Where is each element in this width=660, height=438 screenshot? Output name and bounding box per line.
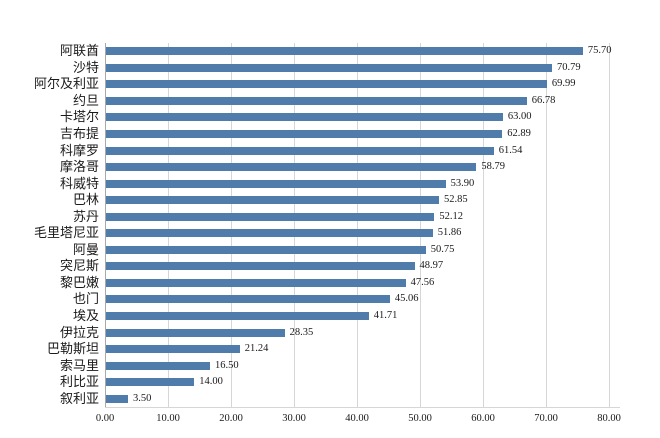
bar-value-label: 41.71 — [373, 310, 398, 321]
category-label: 利比亚 — [59, 374, 99, 390]
category-label: 科摩罗 — [59, 142, 99, 158]
bar-value-label: 50.75 — [430, 243, 455, 255]
bar-value-label: 66.78 — [531, 94, 556, 106]
bar — [106, 262, 415, 271]
gridline — [294, 43, 295, 407]
bar-value-label: 14.00 — [199, 376, 223, 388]
category-label: 科威特 — [59, 175, 99, 191]
x-tick-label: 70.00 — [534, 413, 558, 424]
category-label: 埃及 — [72, 308, 99, 323]
gridline — [483, 43, 484, 407]
bar — [106, 345, 240, 354]
bar-value-label: 75.70 — [587, 45, 612, 57]
bar-value-label: 52.12 — [439, 210, 463, 222]
bar — [106, 394, 129, 403]
category-label: 卡塔尔 — [59, 109, 99, 125]
x-tick-label: 20.00 — [219, 413, 243, 424]
gridline — [420, 43, 421, 407]
x-tick-label: 50.00 — [408, 413, 432, 424]
bar — [106, 47, 583, 56]
x-tick-label: 60.00 — [471, 413, 495, 424]
bar-value-label: 53.90 — [450, 177, 475, 189]
x-tick-label: 0.00 — [95, 413, 115, 424]
bar-value-label: 63.00 — [507, 111, 532, 123]
bar-value-label: 47.56 — [410, 276, 435, 288]
category-label: 突尼斯 — [59, 258, 99, 274]
bar-value-label: 70.79 — [556, 61, 581, 73]
bar — [106, 278, 406, 287]
category-label: 索马里 — [59, 357, 99, 373]
gridline — [546, 43, 547, 407]
category-label: 约旦 — [72, 92, 99, 108]
category-label: 也门 — [72, 291, 99, 307]
x-axis-line — [105, 407, 620, 408]
bar — [106, 196, 439, 205]
category-label: 巴勒斯坦 — [46, 341, 99, 357]
bar — [106, 212, 435, 221]
bar — [106, 80, 547, 89]
category-label: 苏丹 — [72, 208, 99, 224]
bar — [106, 96, 527, 105]
bar — [106, 146, 494, 155]
bar — [106, 130, 503, 138]
bar-value-label: 62.89 — [507, 128, 531, 139]
bar — [106, 312, 369, 320]
gridline — [609, 43, 610, 407]
x-tick-label: 40.00 — [345, 413, 369, 424]
bar-value-label: 21.24 — [244, 343, 269, 355]
bar-value-label: 51.86 — [437, 227, 462, 239]
category-label: 阿尔及利亚 — [33, 76, 99, 92]
bar — [106, 361, 210, 370]
category-label: 摩洛哥 — [59, 159, 99, 175]
bar-value-label: 61.54 — [498, 144, 523, 156]
x-tick-label: 80.00 — [597, 413, 621, 424]
x-tick-label: 30.00 — [282, 413, 306, 424]
category-label: 毛里塔尼亚 — [33, 225, 99, 241]
category-label: 黎巴嫩 — [59, 274, 99, 290]
gridline — [168, 43, 169, 407]
bar-value-label: 45.06 — [394, 293, 419, 305]
bar — [106, 179, 446, 188]
x-tick-label: 10.00 — [156, 413, 180, 424]
category-label: 阿曼 — [72, 241, 99, 257]
category-label: 伊拉克 — [59, 324, 99, 340]
bar — [106, 229, 433, 238]
bar — [106, 63, 552, 72]
bar — [106, 378, 195, 387]
bar — [106, 295, 390, 304]
category-label: 叙利亚 — [59, 390, 99, 406]
bar — [106, 113, 503, 122]
bar-value-label: 16.50 — [214, 359, 239, 371]
bar-value-label: 48.97 — [419, 260, 444, 272]
bar — [106, 245, 426, 254]
category-label: 吉布提 — [59, 126, 99, 141]
bar — [106, 328, 285, 337]
bar-value-label: 3.50 — [133, 392, 152, 404]
bar-value-label: 28.35 — [289, 326, 314, 338]
category-label: 巴林 — [72, 192, 99, 208]
gridline — [357, 43, 358, 407]
bar-value-label: 69.99 — [551, 78, 576, 90]
category-label: 阿联酋 — [59, 43, 99, 59]
bar — [106, 163, 477, 172]
y-axis-line — [105, 43, 106, 407]
gridline — [231, 43, 232, 407]
bar-value-label: 58.79 — [481, 161, 505, 173]
bar-value-label: 52.85 — [443, 194, 468, 206]
category-label: 沙特 — [72, 59, 99, 75]
